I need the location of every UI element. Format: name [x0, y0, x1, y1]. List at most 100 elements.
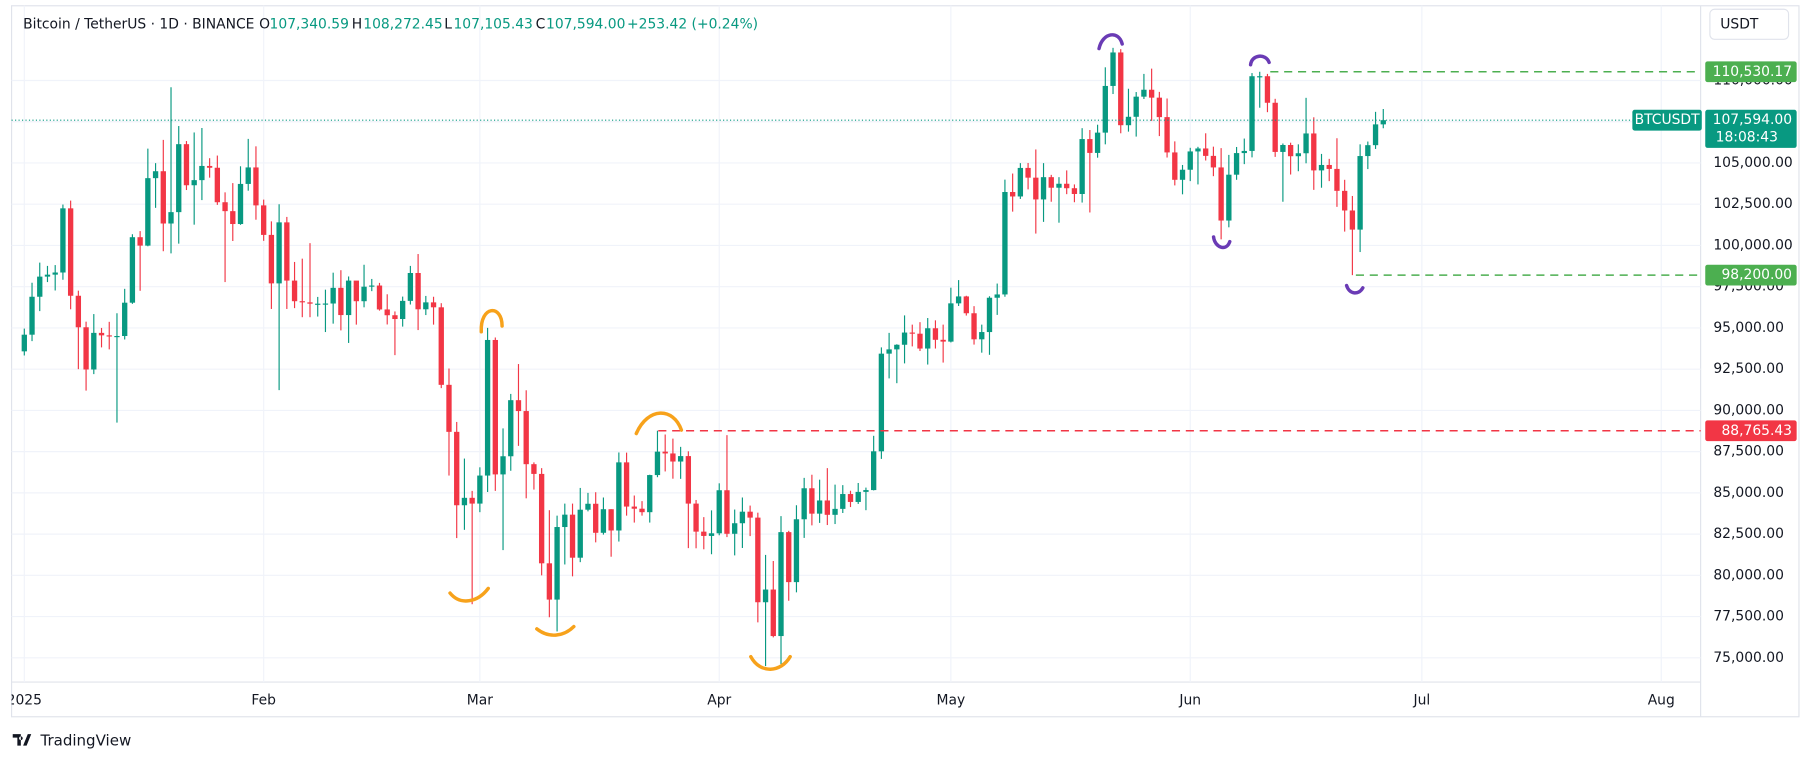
- drawing-arc: [749, 654, 792, 671]
- candle-body: [932, 328, 939, 340]
- level-label: 88,765.43: [1721, 423, 1792, 439]
- candle-body: [415, 272, 421, 310]
- candle-body: [376, 285, 383, 310]
- candle-body: [1102, 85, 1108, 133]
- currency-button[interactable]: [1709, 8, 1790, 40]
- candle-body: [971, 313, 977, 340]
- candle-body: [824, 500, 830, 515]
- candle-body: [137, 237, 143, 246]
- candle-body: [407, 272, 414, 301]
- drawing-arc: [1211, 235, 1232, 250]
- candle-body: [569, 514, 576, 558]
- level-label-box: [1705, 61, 1797, 83]
- candle-body: [284, 222, 290, 281]
- candle-body: [214, 167, 221, 203]
- candle-body: [1079, 139, 1085, 194]
- candle-body: [1009, 192, 1016, 197]
- candle-body: [523, 411, 529, 465]
- candle-body: [1002, 192, 1008, 295]
- candle-body: [176, 144, 182, 213]
- level-label: 110,530.17: [1713, 64, 1792, 80]
- candle-body: [878, 353, 885, 452]
- candle-body: [67, 208, 74, 296]
- candle-body: [1365, 145, 1371, 157]
- y-tick-label: 85,000.00: [1713, 485, 1784, 501]
- candle-body: [1164, 117, 1170, 153]
- candle-body: [75, 295, 82, 328]
- candle-body: [546, 563, 553, 600]
- candle-body: [1326, 164, 1332, 169]
- candle-body: [1233, 153, 1240, 175]
- candle-body: [44, 274, 51, 277]
- candle-body: [361, 286, 367, 302]
- candle-body: [1342, 190, 1348, 211]
- currency-label[interactable]: USDT: [1720, 16, 1759, 32]
- candle-body: [855, 491, 861, 502]
- candle-body: [83, 327, 89, 370]
- candle-body: [1141, 89, 1147, 97]
- candle-body: [1094, 132, 1101, 153]
- candle-body: [60, 208, 66, 273]
- candle-body: [894, 344, 900, 350]
- candle-body: [554, 527, 560, 600]
- level-label-box: [1705, 420, 1797, 442]
- candle-body: [1172, 152, 1178, 180]
- candle-body: [1318, 164, 1325, 171]
- y-tick-label: 90,000.00: [1713, 402, 1784, 418]
- drawing-arc: [634, 411, 684, 436]
- candle-body: [461, 497, 468, 506]
- candle-body: [801, 488, 807, 520]
- candle-body: [145, 178, 151, 246]
- candle-body: [600, 509, 607, 533]
- candle-body: [963, 296, 969, 314]
- candle-body: [701, 531, 707, 536]
- level-label: 98,200.00: [1721, 267, 1792, 283]
- candle-body: [1017, 167, 1024, 197]
- candle-body: [909, 332, 915, 334]
- candle-body: [168, 212, 174, 224]
- ohlc-label: L: [444, 16, 452, 32]
- candle-body: [484, 339, 491, 476]
- x-tick-label: Mar: [467, 693, 493, 709]
- candle-body: [562, 514, 568, 528]
- candle-body: [670, 453, 676, 462]
- candle-body: [299, 301, 305, 303]
- candle-body: [1025, 167, 1031, 178]
- candle-body: [979, 332, 985, 340]
- candle-body: [1380, 120, 1386, 125]
- y-tick-label: 77,500.00: [1713, 609, 1784, 625]
- candle-body: [1071, 188, 1078, 194]
- candle-body: [685, 456, 692, 504]
- candle-body: [986, 297, 993, 333]
- brand-name: TradingView: [39, 732, 131, 750]
- candle-body: [52, 272, 58, 275]
- candle-body: [330, 287, 336, 304]
- candle-body: [106, 335, 112, 337]
- candle-body: [863, 490, 869, 492]
- candle-body: [37, 276, 43, 297]
- candle-body: [500, 456, 506, 475]
- candle-body: [91, 332, 97, 370]
- candle-body: [871, 451, 877, 491]
- candle-body: [901, 332, 908, 345]
- candle-body: [1179, 169, 1186, 180]
- candle-body: [1210, 155, 1217, 168]
- candle-body: [940, 339, 946, 342]
- y-tick-label: 80,000.00: [1713, 567, 1784, 583]
- candle-body: [662, 451, 668, 454]
- candle-body: [793, 519, 800, 583]
- candle-body: [538, 473, 545, 564]
- x-tick-label: Aug: [1648, 693, 1675, 709]
- candle-body: [122, 302, 128, 337]
- candle-body: [1280, 144, 1286, 152]
- candle-body: [840, 494, 846, 509]
- candle-body: [129, 237, 136, 303]
- candle-body: [955, 296, 962, 304]
- candle-body: [917, 333, 923, 349]
- overlays: 110,530.17 98,200.00 88,765.43 107,594.00 18…: [11, 61, 1797, 442]
- drawing-arc: [1097, 33, 1124, 51]
- candle-body: [585, 503, 591, 510]
- frame: [10, 5, 1800, 718]
- candle-body: [1064, 183, 1070, 189]
- candle-body: [291, 280, 298, 302]
